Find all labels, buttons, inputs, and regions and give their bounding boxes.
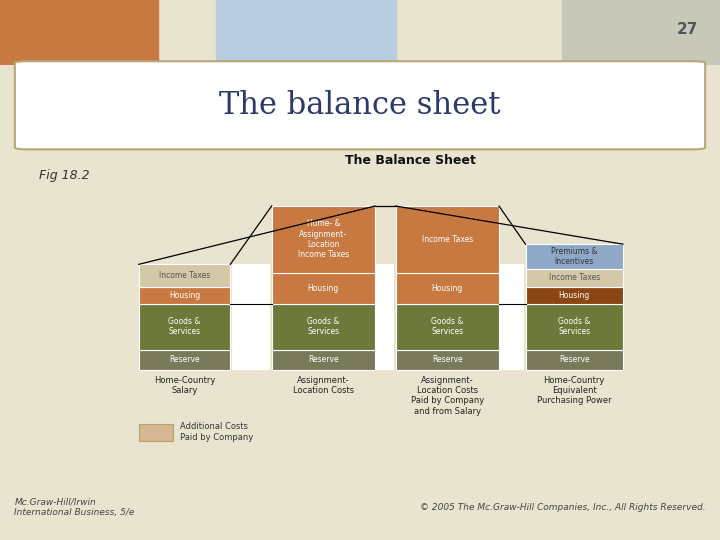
Text: Assignment-
Location Costs
Paid by Company
and from Salary: Assignment- Location Costs Paid by Compa… <box>410 376 484 416</box>
Text: Goods &
Services: Goods & Services <box>431 317 464 336</box>
Text: Housing: Housing <box>307 284 339 293</box>
Text: Income Taxes: Income Taxes <box>549 273 600 282</box>
Bar <box>396 349 499 370</box>
Bar <box>562 0 720 65</box>
Text: Reserve: Reserve <box>308 355 338 364</box>
Text: The balance sheet: The balance sheet <box>220 90 500 121</box>
Text: Housing: Housing <box>559 291 590 300</box>
Bar <box>396 273 499 303</box>
Text: Reserve: Reserve <box>432 355 463 364</box>
Text: Additional Costs
Paid by Company: Additional Costs Paid by Company <box>180 422 253 442</box>
Text: 27: 27 <box>677 22 698 37</box>
Text: Goods &
Services: Goods & Services <box>558 317 590 336</box>
Text: Income Taxes: Income Taxes <box>159 271 210 280</box>
Text: Premiums &
Incentives: Premiums & Incentives <box>551 247 598 266</box>
Text: Goods &
Services: Goods & Services <box>168 317 201 336</box>
Bar <box>232 265 270 370</box>
Bar <box>396 303 499 349</box>
Bar <box>139 265 230 287</box>
Text: Reserve: Reserve <box>559 355 590 364</box>
Text: Home- &
Assignment-
Location
Income Taxes: Home- & Assignment- Location Income Taxe… <box>297 219 349 259</box>
Bar <box>271 303 375 349</box>
Text: The Balance Sheet: The Balance Sheet <box>345 154 476 167</box>
Bar <box>396 206 499 273</box>
Bar <box>0 0 158 65</box>
Bar <box>139 303 230 349</box>
Bar <box>271 273 375 303</box>
Bar <box>526 303 623 349</box>
Text: Reserve: Reserve <box>169 355 200 364</box>
Bar <box>500 265 523 370</box>
Bar <box>526 244 623 269</box>
Bar <box>526 269 623 287</box>
Text: Income Taxes: Income Taxes <box>422 235 473 244</box>
Bar <box>216 0 396 65</box>
Bar <box>139 349 230 370</box>
Text: Goods &
Services: Goods & Services <box>307 317 340 336</box>
Text: Assignment-
Location Costs: Assignment- Location Costs <box>293 376 354 395</box>
FancyBboxPatch shape <box>15 61 705 150</box>
Text: Fig 18.2: Fig 18.2 <box>40 169 90 182</box>
Bar <box>526 287 623 303</box>
Bar <box>376 265 394 370</box>
Bar <box>139 287 230 303</box>
Bar <box>526 349 623 370</box>
Text: © 2005 The Mc.Graw-Hill Companies, Inc., All Rights Reserved.: © 2005 The Mc.Graw-Hill Companies, Inc.,… <box>420 503 706 512</box>
Text: Mc.Graw-Hill/Irwin
International Business, 5/e: Mc.Graw-Hill/Irwin International Busines… <box>14 498 135 517</box>
Text: Housing: Housing <box>432 284 463 293</box>
Text: Home-Country
Equivalent
Purchasing Power: Home-Country Equivalent Purchasing Power <box>537 376 611 406</box>
Bar <box>271 349 375 370</box>
Text: Housing: Housing <box>169 291 200 300</box>
Bar <box>271 206 375 273</box>
Bar <box>139 423 173 441</box>
Text: Home-Country
Salary: Home-Country Salary <box>154 376 215 395</box>
